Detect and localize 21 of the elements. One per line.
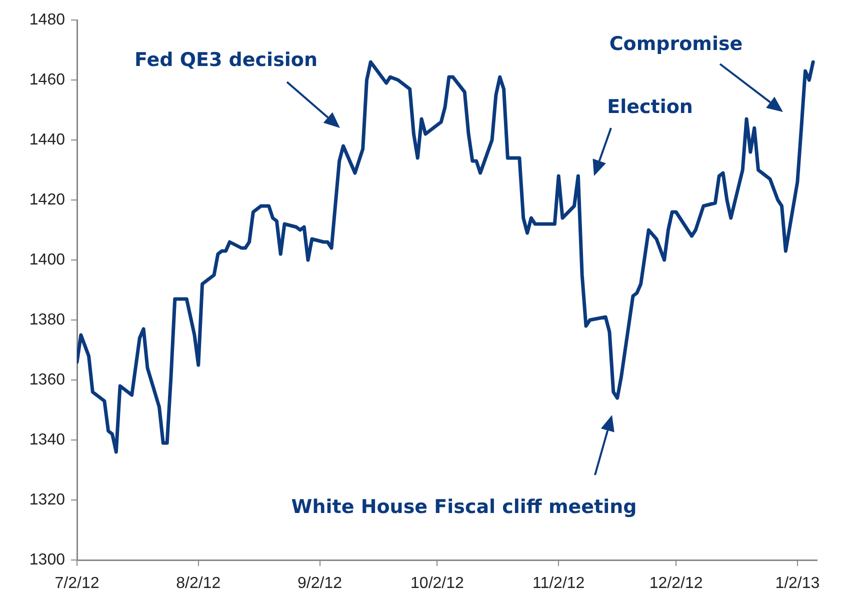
x-tick-label: 8/2/12: [176, 575, 221, 592]
y-tick-label: 1360: [29, 371, 66, 388]
y-tick-label: 1300: [29, 551, 66, 568]
y-tick-label: 1440: [29, 131, 66, 148]
x-tick-label: 12/2/12: [649, 575, 703, 592]
x-tick-label: 9/2/12: [298, 575, 342, 592]
x-tick-label: 7/2/12: [54, 575, 100, 592]
y-tick-label: 1380: [29, 311, 66, 328]
y-tick-label: 1340: [29, 431, 66, 448]
annotation: Election: [607, 96, 693, 118]
y-tick-label: 1400: [29, 251, 66, 268]
x-tick-label: 10/2/12: [410, 575, 464, 592]
y-tick-label: 1480: [29, 11, 66, 28]
annotation: Fed QE3 decision: [134, 48, 318, 71]
annotation: Compromise: [609, 32, 743, 55]
y-tick-label: 1460: [29, 71, 66, 88]
y-tick-label: 1420: [29, 191, 66, 208]
y-tick-label: 1320: [29, 491, 66, 508]
x-tick-label: 1/2/13: [775, 575, 820, 592]
annotation: White House Fiscal cliff meeting: [291, 496, 637, 518]
x-tick-label: 11/2/12: [532, 575, 585, 592]
